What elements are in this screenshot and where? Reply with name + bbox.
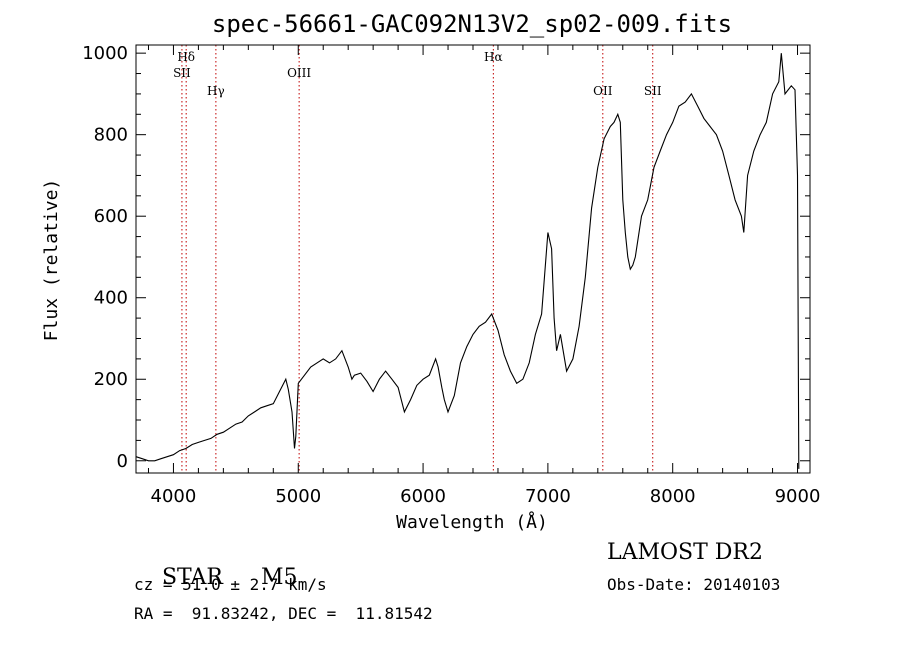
x-tick-label: 6000 (400, 486, 446, 507)
y-tick-label: 200 (94, 369, 128, 390)
spectrum-chart: spec-56661-GAC092N13V2_sp02-009.fits Hδ S… (41, 10, 820, 533)
cz-value: cz = 51.0 ± 2.7 km/s (134, 575, 327, 594)
chart-title: spec-56661-GAC092N13V2_sp02-009.fits (212, 10, 732, 38)
line-label-2: Hγ (207, 84, 225, 98)
spectrum-line-0 (135, 53, 800, 469)
x-tick-label: 7000 (525, 486, 571, 507)
line-label-6: SII (644, 84, 662, 98)
y-tick-label: 600 (94, 206, 128, 227)
y-tick-label: 0 (117, 451, 128, 472)
x-axis-label: Wavelength (Å) (396, 511, 548, 533)
class-label: STAR (161, 565, 223, 590)
x-tick-label: 8000 (650, 486, 696, 507)
line-label-4: Hα (484, 50, 503, 64)
obs-date: Obs-Date: 20140103 (607, 575, 781, 594)
object-class: STAR M5 (134, 540, 298, 615)
y-axis-label: Flux (relative) (41, 179, 62, 342)
x-tick-label: 9000 (775, 486, 821, 507)
line-label-1: SII (173, 66, 191, 80)
line-label-3: OIII (287, 66, 311, 80)
y-tick-label: 1000 (82, 43, 128, 64)
plot-frame (135, 44, 811, 474)
y-tick-label: 800 (94, 125, 128, 146)
survey-label: LAMOST DR2 (607, 540, 763, 565)
line-label-5: OII (593, 84, 613, 98)
line-label-0: Hδ (177, 50, 195, 64)
x-tick-label: 4000 (151, 486, 197, 507)
x-tick-label: 5000 (275, 486, 321, 507)
coordinates: RA = 91.83242, DEC = 11.81542 (134, 604, 433, 623)
y-tick-label: 400 (94, 288, 128, 309)
subclass-label: M5 (260, 565, 298, 590)
